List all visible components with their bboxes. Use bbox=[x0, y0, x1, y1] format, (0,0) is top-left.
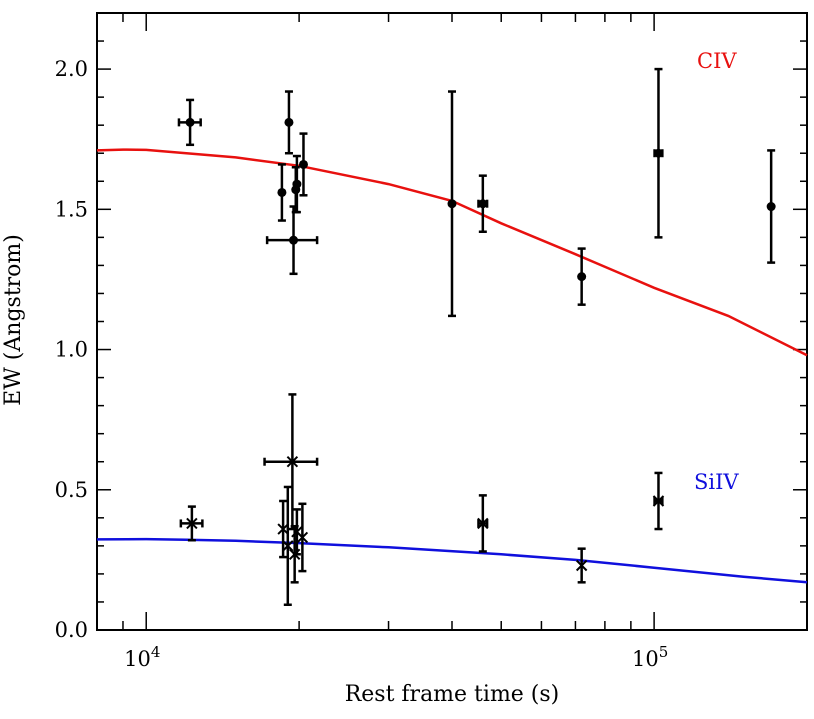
civ-data-point bbox=[298, 132, 308, 197]
x-axis-title: Rest frame time (s) bbox=[345, 682, 560, 707]
x-tick-label-base: 10 bbox=[632, 647, 659, 671]
siiv-marker bbox=[477, 517, 489, 530]
civ-marker bbox=[478, 199, 488, 209]
y-tick-label: 1.0 bbox=[55, 338, 88, 362]
siiv-marker bbox=[296, 531, 309, 544]
civ-series-label: CIV bbox=[697, 49, 737, 73]
siiv-data-point bbox=[179, 505, 204, 542]
siiv-marker bbox=[575, 559, 588, 572]
siiv-data-point bbox=[575, 547, 588, 584]
siiv-marker bbox=[186, 517, 198, 530]
civ-marker bbox=[766, 202, 776, 212]
civ-data-point bbox=[277, 163, 287, 222]
y-tick-label: 0.0 bbox=[55, 618, 88, 642]
civ-data-point bbox=[766, 149, 776, 264]
x-tick-label-exponent: 4 bbox=[151, 643, 161, 661]
civ-marker bbox=[447, 199, 457, 209]
civ-data-point bbox=[284, 90, 294, 155]
siiv-data-point bbox=[263, 393, 319, 531]
y-axis-title: EW (Angstrom) bbox=[1, 234, 26, 406]
siiv-model-line bbox=[96, 537, 808, 584]
y-tick-label: 0.5 bbox=[55, 478, 88, 502]
siiv-marker bbox=[652, 495, 665, 507]
civ-data-point bbox=[265, 205, 319, 276]
siiv-data-point bbox=[296, 502, 309, 573]
siiv-marker bbox=[277, 523, 289, 535]
y-tick-label: 2.0 bbox=[55, 57, 88, 81]
x-tick-label: 105 bbox=[632, 643, 668, 671]
civ-data-point bbox=[477, 174, 489, 234]
civ-marker bbox=[577, 272, 587, 282]
y-tick-label: 1.5 bbox=[55, 197, 88, 221]
civ-marker bbox=[298, 159, 308, 169]
civ-model-line bbox=[96, 148, 808, 357]
civ-data-point bbox=[292, 154, 302, 214]
siiv-data-point bbox=[652, 471, 665, 531]
x-tick-label: 104 bbox=[124, 643, 160, 671]
civ-data-point bbox=[577, 247, 587, 306]
siiv-marker bbox=[286, 456, 299, 468]
siiv-series-label: SiIV bbox=[694, 470, 739, 494]
civ-marker bbox=[277, 187, 287, 197]
siiv-data-point bbox=[477, 494, 489, 553]
civ-marker bbox=[284, 117, 294, 127]
x-tick-label-exponent: 5 bbox=[659, 643, 669, 661]
civ-marker bbox=[292, 179, 302, 189]
x-tick-label-base: 10 bbox=[124, 647, 151, 671]
siiv-marker bbox=[282, 540, 294, 552]
civ-data-point bbox=[653, 67, 664, 239]
civ-marker bbox=[653, 148, 663, 158]
siiv-marker bbox=[291, 526, 303, 538]
siiv-data-point bbox=[282, 485, 294, 607]
civ-marker bbox=[289, 235, 299, 245]
civ-marker bbox=[185, 117, 195, 127]
civ-data-point bbox=[447, 90, 457, 318]
civ-data-point bbox=[177, 98, 202, 147]
siiv-data-point bbox=[277, 499, 289, 559]
